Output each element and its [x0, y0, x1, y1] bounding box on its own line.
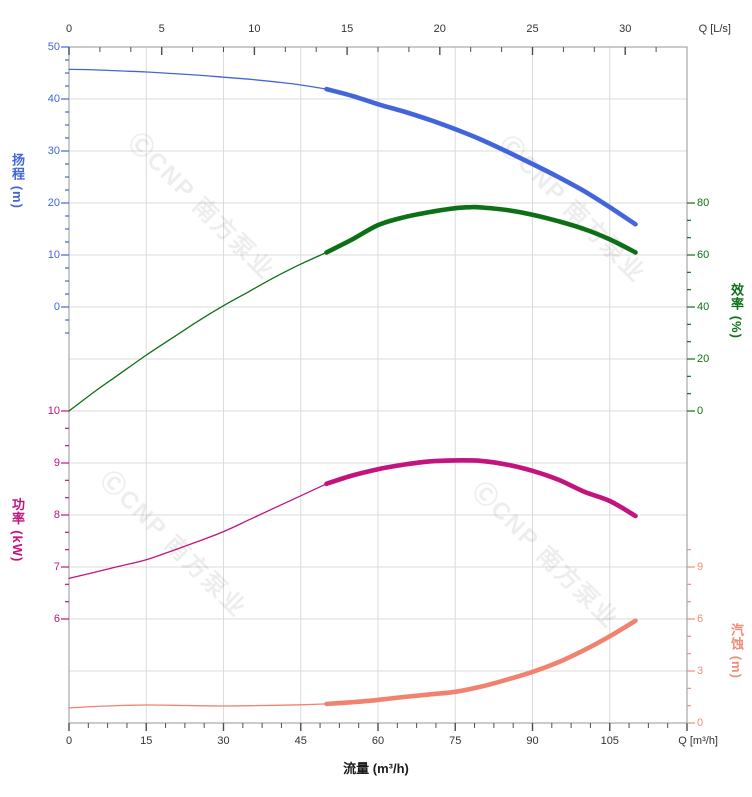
watermark-text: ⒸCNP 南方泵业: [95, 465, 253, 623]
power-tick-label: 9: [53, 457, 60, 469]
head-tick-label: 10: [47, 249, 60, 261]
power-curve-thin: [68, 483, 328, 580]
npsh-tick-label: 0: [697, 717, 704, 729]
bottom-axis-tick-label: 15: [140, 735, 153, 747]
head-axis-title: 扬程 (m): [10, 153, 25, 209]
bottom-axis-tick-label: 90: [526, 735, 539, 747]
top-axis-tick-label: 0: [65, 23, 73, 35]
power-curve: [324, 458, 638, 519]
top-axis-unit-label: Q [L/s]: [698, 23, 731, 35]
top-axis-tick-label: 25: [526, 23, 539, 35]
head-tick-label: 0: [53, 301, 60, 313]
top-axis-tick-label: 20: [433, 23, 446, 35]
flow-axis-title: 流量 (m³/h): [343, 761, 409, 776]
gridlines: [69, 47, 687, 723]
head-axis-ticks: [61, 46, 69, 334]
efficiency-tick-label: 20: [697, 353, 710, 365]
top-axis-ticks: [68, 47, 657, 55]
npsh-tick-label: 6: [697, 613, 704, 625]
head-curve-thin: [68, 68, 328, 90]
power-axis-title: 功率 (kW): [10, 497, 25, 563]
bottom-axis-tick-label: 30: [217, 735, 230, 747]
top-axis-tick-label: 30: [619, 23, 632, 35]
power-tick-label: 8: [53, 509, 60, 521]
bottom-axis-ticks: [68, 723, 688, 731]
top-axis-tick-label: 15: [340, 23, 354, 35]
efficiency-tick-label: 60: [697, 249, 710, 261]
head-tick-label: 40: [47, 93, 60, 105]
head-curve: [324, 86, 638, 227]
head-tick-label: 50: [47, 41, 60, 53]
npsh-axis-ticks: [687, 549, 695, 724]
npsh-curve: [324, 618, 638, 707]
power-tick-label: 6: [53, 613, 60, 625]
efficiency-axis-title: 效率 (%): [729, 283, 744, 339]
head-tick-label: 30: [47, 145, 60, 157]
bottom-axis-tick-label: 75: [449, 735, 462, 747]
npsh-curve-thin: [68, 703, 328, 709]
bottom-axis-unit-label: Q [m³/h]: [678, 735, 718, 747]
efficiency-tick-label: 80: [697, 197, 710, 209]
npsh-tick-label: 9: [697, 561, 704, 573]
bottom-axis-tick-label: 105: [600, 735, 619, 747]
bottom-axis-tick-label: 45: [294, 735, 307, 747]
npsh-tick-label: 3: [697, 665, 704, 677]
efficiency-curve-thin: [68, 251, 328, 412]
efficiency-tick-label: 0: [697, 405, 704, 417]
top-axis-tick-label: 5: [158, 23, 165, 35]
efficiency-curve: [324, 204, 638, 255]
power-tick-label: 10: [47, 405, 60, 417]
watermark-text: ⒸCNP 南方泵业: [494, 130, 652, 288]
npsh-axis-title: 汽蚀 (m): [729, 623, 744, 679]
head-tick-label: 20: [47, 197, 60, 209]
watermark-text: ⒸCNP 南方泵业: [467, 476, 625, 634]
efficiency-axis-ticks: [687, 202, 695, 412]
efficiency-tick-label: 40: [697, 301, 710, 313]
top-axis-tick-label: 10: [248, 23, 261, 35]
bottom-axis-tick-label: 0: [65, 735, 73, 747]
bottom-axis-tick-label: 60: [371, 735, 385, 747]
power-tick-label: 7: [53, 561, 60, 573]
power-axis-ticks: [61, 410, 69, 620]
